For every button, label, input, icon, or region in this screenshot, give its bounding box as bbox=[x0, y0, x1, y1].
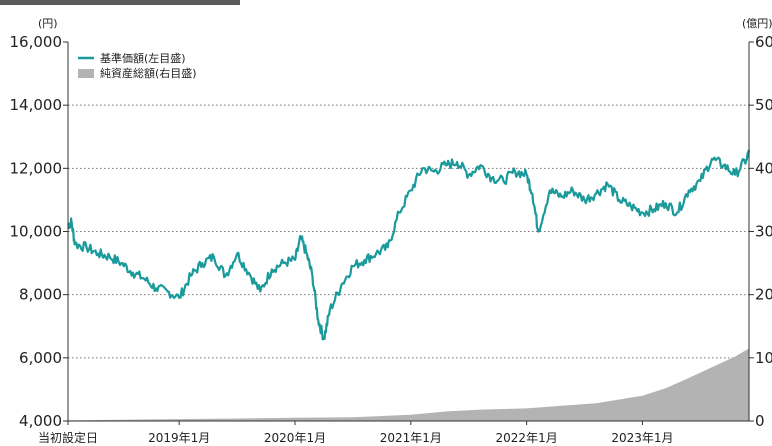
x-tick-label: 2019年1月 bbox=[148, 431, 210, 445]
nav-line-layer bbox=[67, 149, 751, 341]
left-tick-label: 14,000 bbox=[10, 96, 63, 114]
left-tick-label: 6,000 bbox=[19, 349, 62, 367]
legend-swatch-assets bbox=[78, 69, 94, 78]
right-tick-label: 10 bbox=[755, 349, 772, 367]
right-tick-label: 50 bbox=[755, 96, 772, 114]
right-tick-label: 30 bbox=[755, 223, 772, 241]
gridlines bbox=[68, 104, 749, 359]
right-tick-label: 20 bbox=[755, 286, 772, 304]
right-tick-label: 40 bbox=[755, 159, 772, 177]
left-axis-unit: (円) bbox=[38, 17, 58, 30]
net-assets-area bbox=[68, 348, 749, 421]
x-tick-label: 2020年1月 bbox=[264, 431, 326, 445]
x-tick-label: 2021年1月 bbox=[380, 431, 442, 445]
left-tick-label: 8,000 bbox=[19, 286, 62, 304]
right-tick-label: 60 bbox=[755, 33, 772, 51]
left-tick-label: 12,000 bbox=[10, 159, 63, 177]
x-tick-label: 当初設定日 bbox=[38, 430, 98, 445]
nav-line bbox=[67, 149, 751, 341]
header-band bbox=[0, 0, 240, 5]
legend-label-assets: 純資産総額(右目盛) bbox=[100, 66, 197, 80]
right-tick-label: 0 bbox=[755, 412, 765, 430]
axes: 4,000 6,000 8,000 10,000 12,000 14,000 16,000 0… bbox=[10, 17, 772, 445]
x-tick-label: 2022年1月 bbox=[496, 431, 558, 445]
legend: 基準価額(左目盛)純資産総額(右目盛) bbox=[78, 51, 197, 80]
legend-label-nav: 基準価額(左目盛) bbox=[100, 51, 186, 65]
left-tick-label: 4,000 bbox=[19, 412, 62, 430]
x-tick-label: 2023年1月 bbox=[611, 431, 673, 445]
left-tick-label: 10,000 bbox=[10, 223, 63, 241]
right-axis-unit: (億円) bbox=[742, 17, 772, 30]
left-tick-label: 16,000 bbox=[10, 33, 63, 51]
net-assets-area-layer bbox=[68, 348, 749, 421]
